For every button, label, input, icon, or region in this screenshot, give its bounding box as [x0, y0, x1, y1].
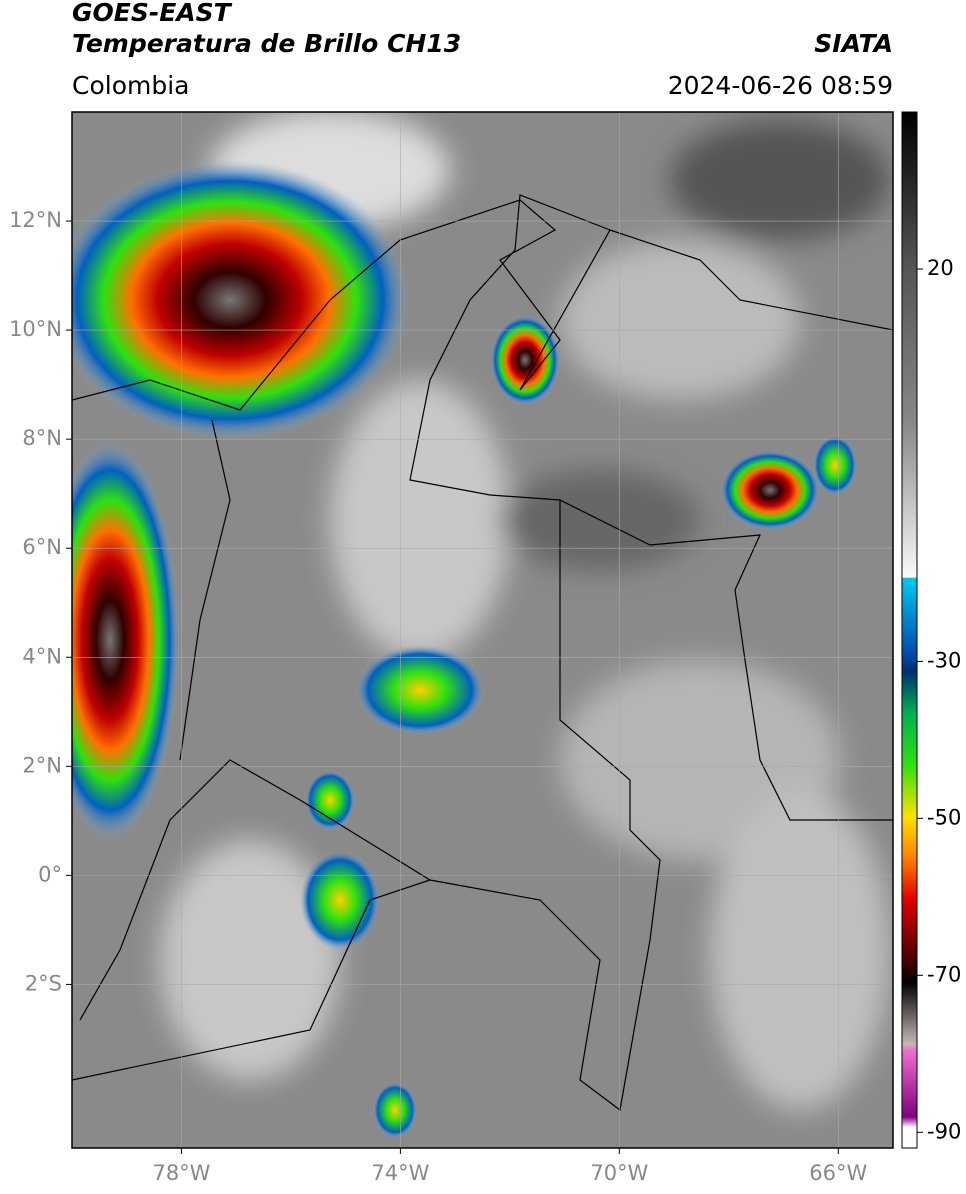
imagery	[72, 112, 893, 1148]
x-tick-label: 78°W	[152, 1161, 210, 1185]
y-tick-label: 2°S	[25, 971, 62, 995]
storm	[373, 1082, 417, 1138]
y-tick-label: 0°	[38, 862, 62, 886]
y-tick-label: 4°N	[22, 644, 62, 668]
x-tick-label: 70°W	[590, 1161, 648, 1185]
y-tick-label: 8°N	[22, 426, 62, 450]
y-tick-label: 6°N	[22, 535, 62, 559]
y-tick-label: 10°N	[9, 317, 62, 341]
grid	[72, 112, 893, 1148]
y-tick-label: 2°N	[22, 753, 62, 777]
region: Colombia	[72, 71, 189, 100]
storm	[72, 160, 410, 440]
storm	[813, 435, 857, 495]
borders	[72, 194, 893, 1112]
y-tick-label: 12°N	[9, 208, 62, 232]
colorbar-label: -30	[927, 648, 961, 672]
storm	[355, 645, 485, 735]
x-tick-label: 74°W	[371, 1161, 429, 1185]
colorbar-label: -50	[927, 805, 961, 829]
map-frame	[71, 111, 894, 1149]
title: GOES-EAST	[72, 0, 233, 27]
timestamp: 2024-06-26 08:59	[668, 71, 893, 100]
colorbar	[901, 111, 918, 1149]
clouds	[160, 112, 890, 1110]
storm	[305, 770, 355, 830]
x-tick-label: 66°W	[809, 1161, 867, 1185]
colorbar-label: -90	[927, 1119, 961, 1143]
storm	[720, 450, 820, 530]
storm	[490, 315, 560, 405]
storm	[300, 850, 380, 950]
storm	[72, 440, 180, 840]
source: SIATA	[814, 29, 893, 58]
subtitle: Temperatura de Brillo CH13	[72, 29, 461, 58]
colorbar-label: -70	[927, 962, 961, 986]
colorbar-label: 20	[927, 256, 954, 280]
